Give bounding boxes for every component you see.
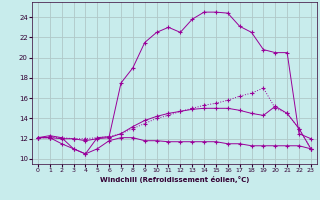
X-axis label: Windchill (Refroidissement éolien,°C): Windchill (Refroidissement éolien,°C) <box>100 176 249 183</box>
